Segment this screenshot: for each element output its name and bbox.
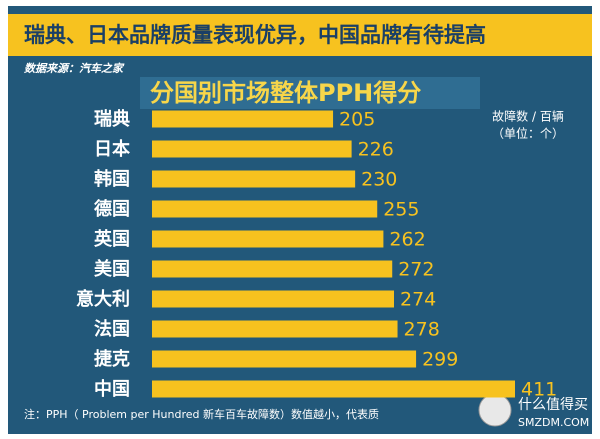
footnote: 注：PPH（ Problem per Hundred 新车百车故障数）数值越小，… (24, 407, 379, 421)
title-band (140, 77, 480, 109)
unit-label: 故障数 / 百辆 (492, 109, 564, 124)
bar (152, 350, 417, 368)
bar (152, 260, 393, 278)
category-label: 美国 (94, 258, 130, 280)
source: 数据来源：汽车之家 (24, 62, 125, 75)
category-label: 中国 (94, 378, 130, 400)
value-label: 274 (400, 289, 436, 311)
unit-label: （单位：个） (492, 126, 564, 141)
bar (152, 110, 334, 128)
watermark-site: SMZDM.COM (518, 416, 589, 429)
value-label: 230 (361, 169, 397, 191)
headline-band (8, 14, 592, 56)
value-label: 205 (339, 109, 375, 131)
category-label: 德国 (94, 198, 130, 220)
value-label: 262 (389, 229, 425, 251)
category-label: 韩国 (94, 168, 130, 190)
chart-title: 分国别市场整体PPH得分 (150, 79, 421, 107)
value-label: 272 (398, 259, 434, 281)
bar (152, 380, 515, 398)
value-label: 226 (358, 139, 394, 161)
category-label: 英国 (93, 228, 130, 250)
bar (152, 320, 398, 338)
headline: 瑞典、日本品牌质量表现优异，中国品牌有待提高 (24, 23, 486, 47)
category-label: 日本 (94, 138, 130, 160)
watermark-logo (478, 393, 512, 427)
watermark-name: 什么值得买 (518, 396, 588, 413)
category-label: 法国 (94, 318, 130, 340)
value-label: 299 (422, 349, 458, 371)
value-label: 255 (383, 199, 419, 221)
value-label: 278 (404, 319, 440, 341)
category-label: 瑞典 (94, 108, 130, 130)
category-label: 意大利 (76, 288, 130, 310)
bar (152, 170, 356, 188)
category-label: 捷克 (94, 348, 130, 370)
bar (152, 290, 394, 308)
bar (152, 140, 352, 158)
bar (152, 200, 378, 218)
bar (152, 230, 384, 248)
value-label: 411 (521, 379, 557, 401)
